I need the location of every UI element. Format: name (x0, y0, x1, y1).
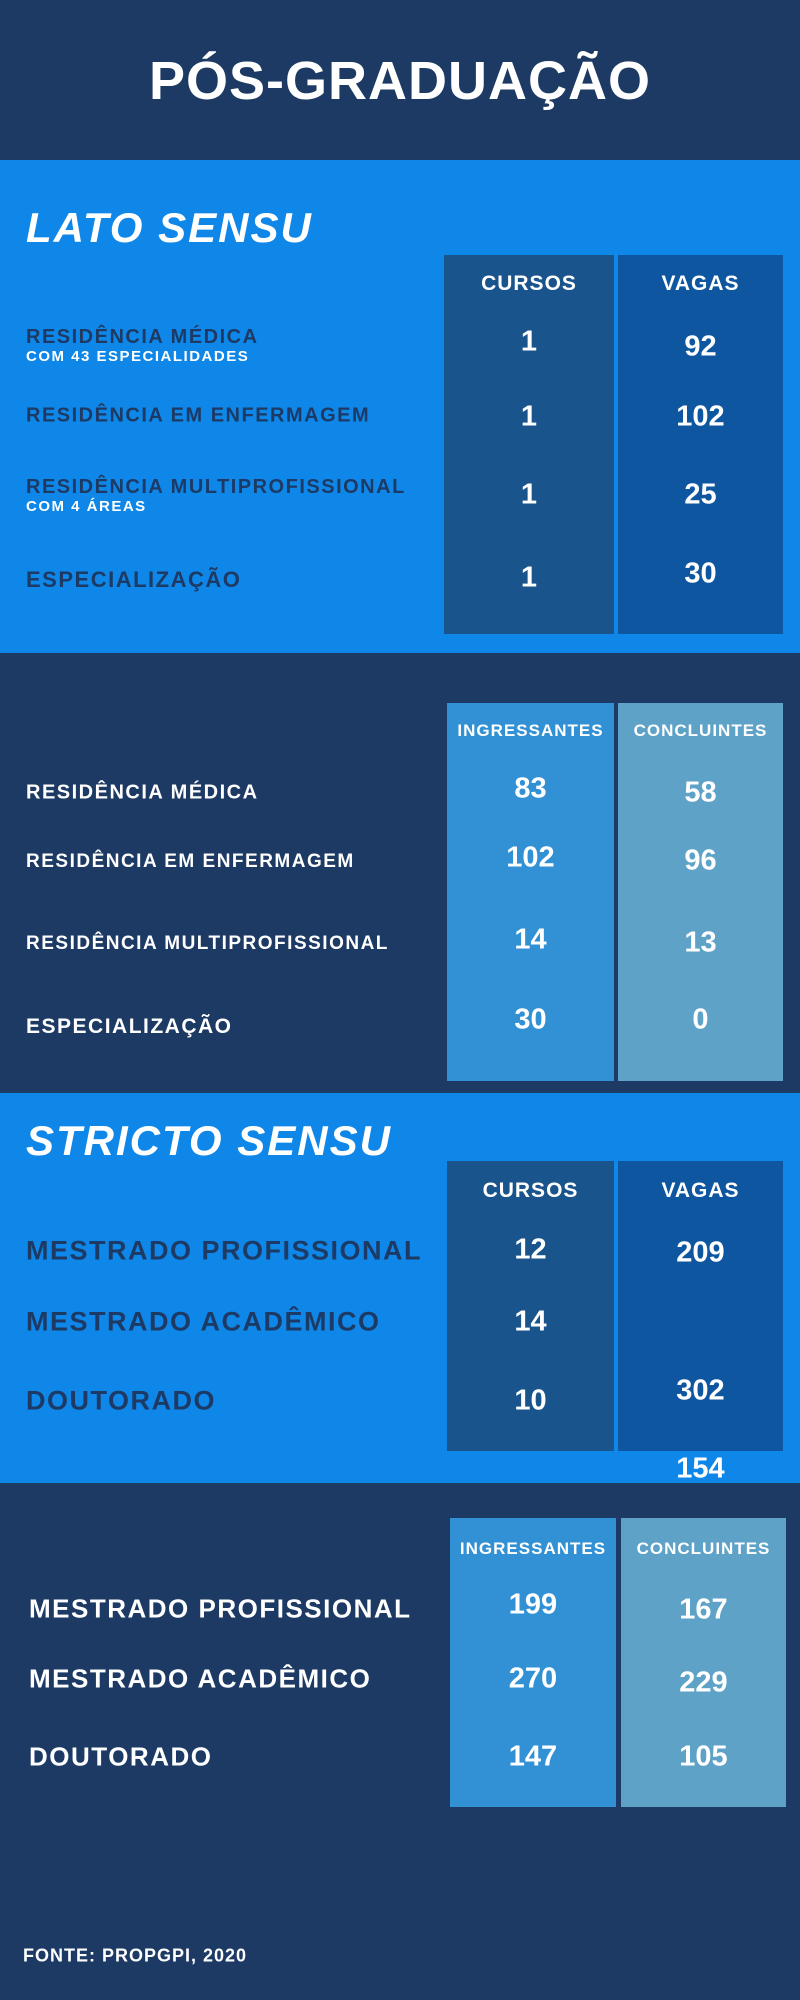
row-label: RESIDÊNCIA EM ENFERMAGEM (26, 851, 355, 872)
column-header: CONCLUINTES (636, 1539, 771, 1558)
row-label: MESTRADO ACADÊMICO (29, 1663, 372, 1694)
cell: 83 (514, 772, 547, 805)
row-label: RESIDÊNCIA EM ENFERMAGEM (26, 404, 371, 427)
cursos-column: CURSOS 1 1 1 1 (444, 255, 614, 634)
ingressantes-column: INGRESSANTES 199 270 147 (450, 1518, 616, 1807)
cell: 14 (514, 923, 547, 956)
cell: 12 (514, 1233, 547, 1266)
cursos-column: CURSOS 12 14 10 (447, 1161, 614, 1451)
cell: 1 (520, 400, 538, 433)
stricto-alunos-section: INGRESSANTES 199 270 147 CONCLUINTES 167… (0, 1483, 800, 2000)
column-header: INGRESSANTES (457, 721, 604, 740)
header: PÓS-GRADUAÇÃO (0, 0, 800, 160)
cell: 167 (679, 1593, 728, 1626)
row-label: RESIDÊNCIA MÉDICA COM 43 ESPECIALIDADES (26, 326, 259, 365)
cell: 1 (520, 478, 538, 511)
cell: 25 (684, 478, 717, 511)
cell: 1 (520, 325, 538, 358)
column-header: CONCLUINTES (633, 721, 768, 740)
cell: 105 (679, 1740, 728, 1773)
row-label: ESPECIALIZAÇÃO (26, 567, 242, 592)
cell: 302 (676, 1374, 725, 1407)
lato-alunos-section: INGRESSANTES 83 102 14 30 CONCLUINTES 58… (0, 653, 800, 1093)
column-header: VAGAS (661, 1179, 740, 1202)
cell: 199 (508, 1588, 558, 1621)
source-footer: FONTE: PROPGPI, 2020 (23, 1945, 248, 1966)
cell: 96 (684, 844, 717, 877)
column-header: CURSOS (481, 272, 577, 295)
lato-sensu-section: LATO SENSU CURSOS 1 1 1 1 VAGAS 92 102 2… (0, 160, 800, 653)
row-label: MESTRADO ACADÊMICO (26, 1306, 381, 1337)
row-label: DOUTORADO (29, 1741, 213, 1772)
row-label: ESPECIALIZAÇÃO (26, 1015, 233, 1038)
cell: 92 (684, 330, 717, 363)
cell: 229 (679, 1666, 728, 1699)
cell: 1 (520, 561, 538, 594)
page-title: PÓS-GRADUAÇÃO (148, 51, 651, 111)
cell: 30 (684, 557, 717, 590)
cell: 10 (514, 1384, 547, 1417)
row-label: RESIDÊNCIA MULTIPROFISSIONAL (26, 933, 389, 954)
concluintes-column: CONCLUINTES 167 229 105 (621, 1518, 786, 1807)
cell: 30 (514, 1003, 547, 1036)
column-header: CURSOS (482, 1179, 579, 1202)
row-label: DOUTORADO (26, 1385, 217, 1416)
vagas-column: VAGAS 92 102 25 30 (618, 255, 783, 634)
vagas-column: VAGAS 209 302 154 (618, 1161, 783, 1485)
section-title: STRICTO SENSU (26, 1117, 392, 1164)
cell: 102 (506, 841, 555, 874)
column-header: VAGAS (661, 272, 740, 295)
cell: 270 (508, 1662, 558, 1695)
ingressantes-column: INGRESSANTES 83 102 14 30 (447, 703, 614, 1081)
cell: 147 (508, 1740, 558, 1773)
cell: 58 (684, 776, 717, 809)
row-label: MESTRADO PROFISSIONAL (29, 1593, 412, 1624)
row-label: RESIDÊNCIA MULTIPROFISSIONAL COM 4 ÁREAS (26, 476, 406, 515)
section-title: LATO SENSU (26, 204, 313, 251)
column-header: INGRESSANTES (459, 1539, 607, 1558)
cell: 0 (692, 1003, 709, 1036)
cell: 209 (676, 1236, 725, 1269)
cell: 13 (684, 926, 717, 959)
cell: 102 (676, 400, 725, 433)
cell: 154 (676, 1452, 725, 1485)
row-label: MESTRADO PROFISSIONAL (26, 1235, 423, 1266)
cell: 14 (514, 1305, 547, 1338)
stricto-sensu-section: STRICTO SENSU CURSOS 12 14 10 VAGAS 209 … (0, 1093, 800, 1485)
concluintes-column: CONCLUINTES 58 96 13 0 (618, 703, 783, 1081)
row-label: RESIDÊNCIA MÉDICA (26, 781, 259, 804)
